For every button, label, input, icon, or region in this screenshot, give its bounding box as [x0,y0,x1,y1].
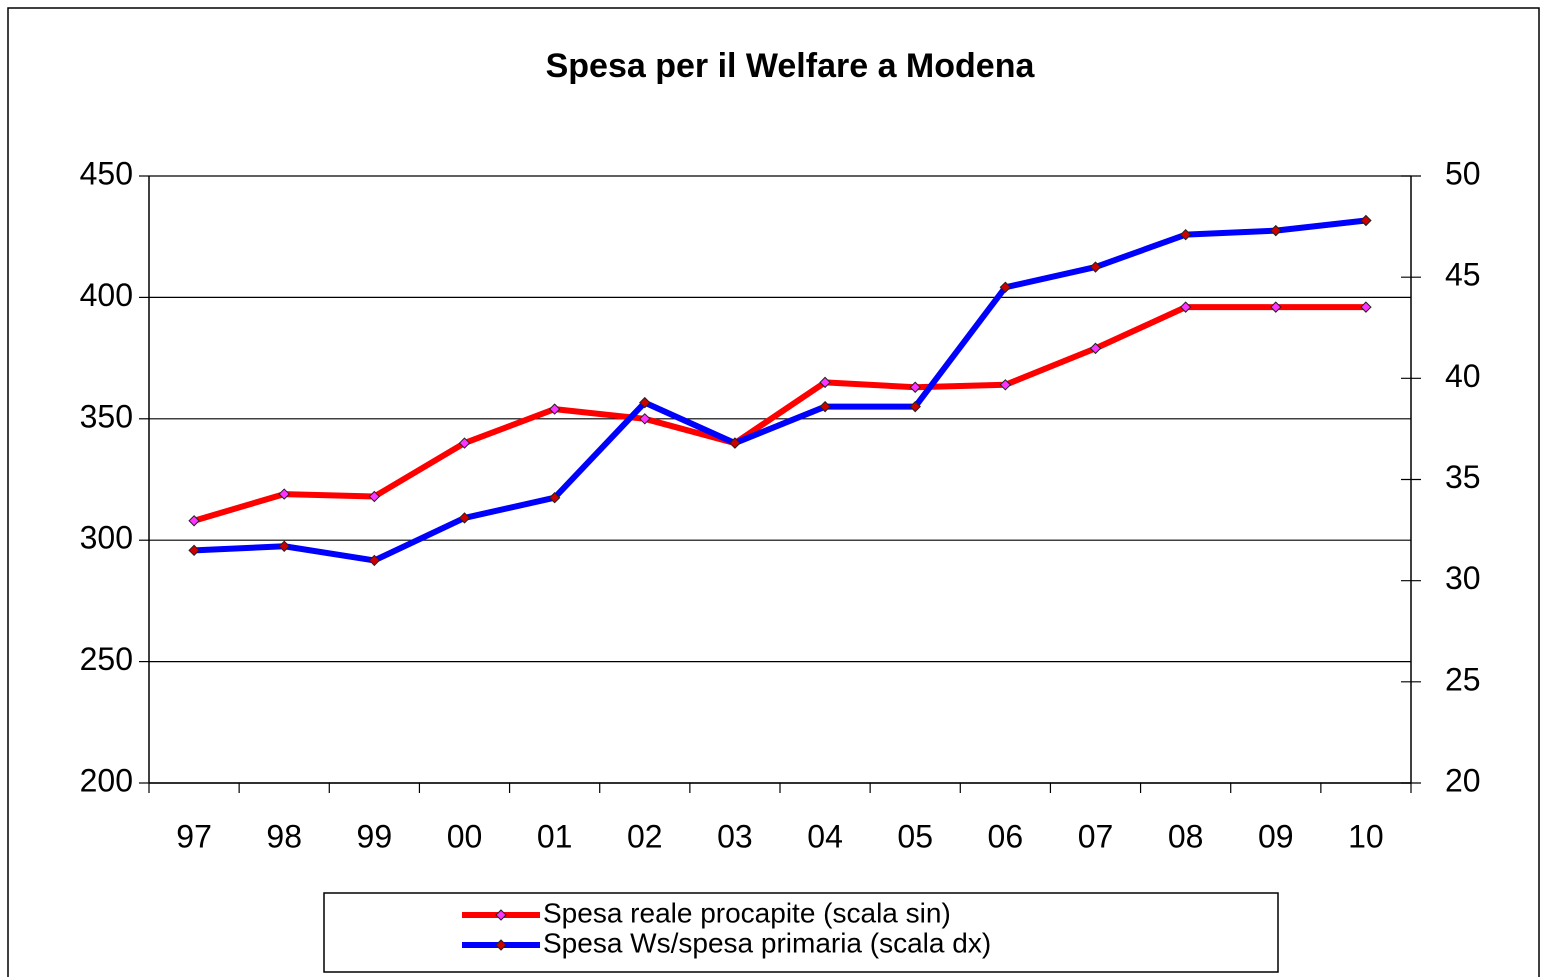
series-marker [639,413,651,425]
legend-marker [495,909,507,921]
y-tick-label: 450 [80,155,133,191]
x-tick-label: 03 [717,818,753,854]
x-tick-label: 09 [1258,818,1294,854]
y2-tick-label: 50 [1445,155,1481,191]
legend-label: Spesa reale procapite (scala sin) [543,897,951,928]
y-tick-label: 250 [80,641,133,677]
x-tick-label: 99 [357,818,393,854]
series-marker [1089,342,1102,355]
series-marker [999,379,1012,391]
series-marker [909,400,921,413]
x-tick-label: 97 [176,818,212,854]
series-marker [1270,301,1282,313]
series-marker [819,376,831,389]
chart-title: Spesa per il Welfare a Modena [546,47,1036,85]
series-marker [278,540,290,552]
series-marker [1089,261,1102,273]
series-marker [368,490,381,503]
series-line [193,304,1366,524]
x-tick-label: 05 [897,818,933,854]
chart-frame [7,7,1540,977]
x-tick-label: 00 [447,818,483,854]
x-tick-label: 06 [988,818,1024,854]
y2-tick-label: 35 [1445,459,1481,495]
series-marker [188,544,200,557]
y2-tick-label: 20 [1445,762,1481,798]
y2-tick-label: 45 [1445,257,1481,293]
x-tick-label: 01 [537,818,573,854]
y-tick-label: 350 [80,398,133,434]
x-tick-label: 08 [1168,818,1204,854]
series-marker [368,554,381,567]
x-tick-label: 10 [1348,818,1384,854]
series-marker [639,396,651,409]
series-marker [909,381,921,393]
series-marker [999,281,1012,293]
series-marker [458,512,471,524]
series-marker [1360,214,1372,227]
y2-tick-label: 25 [1445,661,1481,697]
y2-tick-label: 30 [1445,560,1481,596]
y-tick-label: 300 [80,520,133,556]
x-tick-label: 98 [266,818,302,854]
series-marker [1179,301,1192,313]
y2-tick-label: 40 [1445,358,1481,394]
x-tick-label: 04 [807,818,843,854]
legend-box [323,892,1279,973]
series-marker [729,437,741,449]
series-marker [548,492,561,504]
series-line [193,217,1367,564]
legend-label: Spesa Ws/spesa primaria (scala dx) [543,927,991,958]
series-marker [1270,224,1282,237]
series-marker [819,400,831,413]
series-marker [188,515,200,527]
series-marker [1179,228,1192,241]
series-marker [548,403,561,415]
series-marker [1360,301,1372,313]
x-tick-label: 07 [1078,818,1114,854]
y-tick-label: 200 [80,762,133,798]
series-marker [458,437,471,449]
y-tick-label: 400 [80,277,133,313]
series-marker [278,488,290,500]
x-tick-label: 02 [627,818,663,854]
legend-marker [495,939,507,951]
